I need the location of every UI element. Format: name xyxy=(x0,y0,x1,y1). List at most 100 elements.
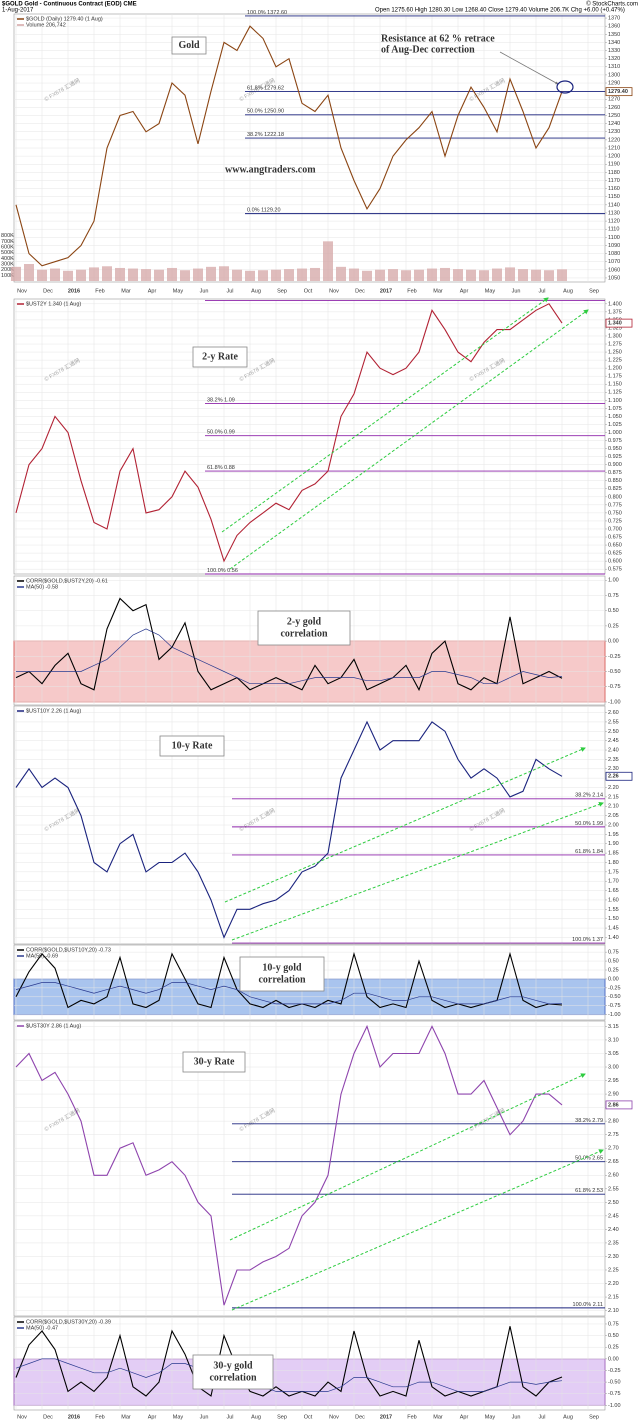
legend-label: CORR($GOLD,$UST10Y,20) -0.73 xyxy=(26,947,111,953)
y-tick-label: 2.15 xyxy=(608,794,619,800)
y-tick-label: -0.75 xyxy=(608,684,621,690)
y-tick-label: 1330 xyxy=(608,48,620,54)
x-tick-label: Feb xyxy=(95,288,104,294)
volume-bar xyxy=(154,269,164,281)
y-tick-label: 0.00 xyxy=(608,976,619,982)
y-tick-label: 1200 xyxy=(608,154,620,160)
y-tick-label: 1.45 xyxy=(608,926,619,932)
x-tick-label: 2016 xyxy=(68,1414,80,1420)
x-tick-label: Sep xyxy=(277,288,287,294)
y-tick-label: 1.025 xyxy=(608,422,622,428)
fib-label: 61.8% 2.53 xyxy=(575,1188,603,1194)
volume-bar xyxy=(414,269,424,281)
y-tick-label: 1080 xyxy=(608,251,620,257)
y-tick-label: 3.10 xyxy=(608,1037,619,1043)
y-tick-label: 1.275 xyxy=(608,341,622,347)
y-tick-label: 1360 xyxy=(608,24,620,30)
y-tick-label: 2.65 xyxy=(608,1159,619,1165)
resistance-arrow xyxy=(499,51,559,85)
volume-bar xyxy=(505,267,515,281)
y-tick-label: 0.775 xyxy=(608,502,622,508)
y-tick-label: -0.25 xyxy=(608,654,621,660)
x-tick-label: Aug xyxy=(563,288,573,294)
x-tick-label: 2017 xyxy=(380,1414,392,1420)
y-tick-label: 0.850 xyxy=(608,478,622,484)
x-tick-label: Nov xyxy=(17,288,27,294)
volume-bar xyxy=(427,268,437,281)
y-tick-label: 1.50 xyxy=(608,916,619,922)
y-tick-label: 2.50 xyxy=(608,729,619,735)
x-tick-label: Apr xyxy=(148,288,157,294)
fib-label: 50.0% 2.65 xyxy=(575,1156,603,1162)
y2-tick-label: 600K xyxy=(1,244,14,250)
y-tick-label: 0.50 xyxy=(608,608,619,614)
y-tick-label: 2.50 xyxy=(608,1200,619,1206)
volume-bar xyxy=(258,270,268,281)
volume-bar xyxy=(284,269,294,281)
panel-frame xyxy=(13,298,606,575)
header-symbol: $GOLD Gold - Continuous Contract (EOD) C… xyxy=(2,2,137,8)
annotation-box xyxy=(182,1051,246,1073)
fib-label: 38.2% 2.79 xyxy=(575,1118,603,1124)
y-tick-label: 1290 xyxy=(608,80,620,86)
y-tick-label: 0.25 xyxy=(608,623,619,629)
y-tick-label: 1160 xyxy=(608,186,620,192)
y-tick-label: 1170 xyxy=(608,178,620,184)
value-box xyxy=(605,87,633,97)
y-tick-label: 2.35 xyxy=(608,1240,619,1246)
series-line xyxy=(15,25,563,267)
channel-line xyxy=(231,1149,604,1311)
legend-label: CORR($GOLD,$UST30Y,20) -0.39 xyxy=(26,1319,111,1325)
y-tick-label: 0.800 xyxy=(608,494,622,500)
x-tick-label: Aug xyxy=(251,288,261,294)
y-tick-label: -0.25 xyxy=(608,985,621,991)
y-tick-label: 1050 xyxy=(608,275,620,281)
volume-bar xyxy=(50,268,60,281)
y-tick-label: 0.925 xyxy=(608,454,622,460)
annotation-box xyxy=(192,346,248,368)
y-tick-label: 1.100 xyxy=(608,398,622,404)
x-tick-label: Jun xyxy=(512,288,521,294)
y-tick-label: 0.75 xyxy=(608,593,619,599)
annotation: 2-y Rate xyxy=(202,351,238,362)
series-line xyxy=(15,1358,563,1392)
x-tick-label: Aug xyxy=(563,1414,573,1420)
y-tick-label: 0.650 xyxy=(608,543,622,549)
legend-label: $UST30Y 2.86 (1 Aug) xyxy=(26,1023,81,1029)
y2-tick-label: 500K xyxy=(1,250,14,256)
y2-tick-label: 300K xyxy=(1,261,14,267)
y-tick-label: 2.40 xyxy=(608,1227,619,1233)
annotation-box xyxy=(239,956,325,992)
volume-bar xyxy=(544,270,554,281)
y-tick-label: 0.625 xyxy=(608,551,622,557)
annotation: 10-y gold xyxy=(262,962,302,973)
fib-label: 50.0% 0.99 xyxy=(207,430,235,436)
y-tick-label: 2.10 xyxy=(608,1308,619,1314)
x-tick-label: Feb xyxy=(407,288,416,294)
y-tick-label: -1.00 xyxy=(608,699,621,705)
y2-tick-label: 100K xyxy=(1,273,14,279)
annotation: 30-y Rate xyxy=(194,1056,235,1067)
y-tick-label: 2.60 xyxy=(608,1173,619,1179)
y-tick-label: 1300 xyxy=(608,72,620,78)
y-tick-label: 1.050 xyxy=(608,414,622,420)
x-tick-label: Jun xyxy=(200,288,209,294)
y-tick-label: 2.60 xyxy=(608,710,619,716)
y-tick-label: 1.85 xyxy=(608,851,619,857)
series-line xyxy=(15,720,563,939)
y-tick-label: -0.50 xyxy=(608,1380,621,1386)
y-tick-label: 1370 xyxy=(608,16,620,22)
y-tick-label: 0.725 xyxy=(608,518,622,524)
y-tick-label: 1.55 xyxy=(608,907,619,913)
y-tick-label: 1310 xyxy=(608,64,620,70)
series-line xyxy=(15,303,563,563)
volume-bar xyxy=(297,268,307,281)
volume-bar xyxy=(24,264,34,281)
y-tick-label: 2.00 xyxy=(608,822,619,828)
y-tick-label: -1.00 xyxy=(608,1012,621,1018)
y-tick-label: 0.875 xyxy=(608,470,622,476)
series-line xyxy=(15,951,563,1009)
annotation-note: of Aug-Dec correction xyxy=(381,44,475,55)
volume-bar xyxy=(232,269,242,281)
